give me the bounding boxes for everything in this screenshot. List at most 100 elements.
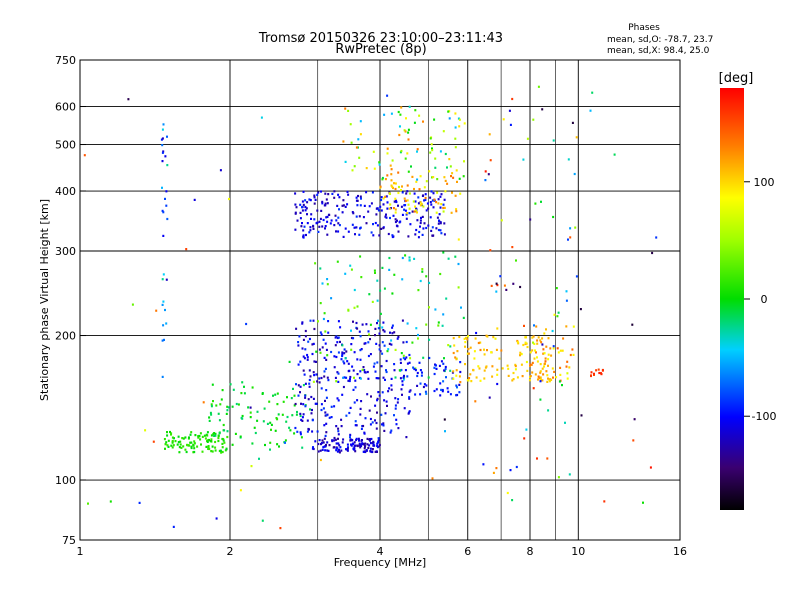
data-point xyxy=(190,446,193,450)
data-point xyxy=(433,366,436,369)
data-point xyxy=(199,438,202,441)
data-point xyxy=(173,437,175,440)
data-point xyxy=(475,331,478,335)
data-point xyxy=(323,356,326,359)
data-point xyxy=(310,395,313,399)
data-point xyxy=(381,341,384,344)
data-point xyxy=(402,354,405,357)
data-point xyxy=(222,423,225,427)
data-point xyxy=(266,422,269,425)
data-point xyxy=(341,204,344,207)
data-point xyxy=(374,419,376,422)
data-point xyxy=(378,161,381,164)
data-point xyxy=(319,351,322,354)
data-point xyxy=(422,356,425,359)
y-tick-label: 400 xyxy=(55,185,76,198)
data-point xyxy=(540,341,543,344)
data-point xyxy=(559,373,562,376)
data-point xyxy=(211,445,214,448)
data-point xyxy=(529,364,531,367)
data-point xyxy=(407,131,410,134)
data-point xyxy=(562,337,565,340)
data-point xyxy=(337,380,340,383)
data-point xyxy=(431,147,433,150)
data-point xyxy=(405,356,408,359)
data-point xyxy=(308,382,311,385)
data-point xyxy=(532,335,535,338)
data-point xyxy=(416,178,419,181)
data-point xyxy=(400,189,402,192)
data-point xyxy=(390,377,393,380)
y-tick-label: 200 xyxy=(55,330,76,343)
data-point xyxy=(359,413,362,416)
data-point xyxy=(323,437,326,440)
data-point xyxy=(330,350,333,354)
data-point xyxy=(302,413,305,416)
data-point xyxy=(462,316,465,319)
data-point xyxy=(189,433,192,436)
data-point xyxy=(328,444,331,447)
data-point xyxy=(454,137,457,140)
data-point xyxy=(354,450,357,453)
data-point xyxy=(310,217,312,220)
data-point xyxy=(403,407,406,410)
data-point xyxy=(378,332,381,335)
data-point xyxy=(434,166,437,169)
data-point xyxy=(565,365,568,368)
data-point xyxy=(385,216,388,219)
data-point xyxy=(386,350,389,353)
data-point xyxy=(324,434,327,437)
data-point xyxy=(164,197,166,200)
data-point xyxy=(496,327,499,330)
data-point xyxy=(337,193,340,196)
data-point xyxy=(421,233,424,236)
data-point xyxy=(389,192,391,195)
data-point xyxy=(353,288,356,292)
data-point xyxy=(306,430,309,433)
data-point xyxy=(300,402,302,405)
data-point xyxy=(541,108,544,111)
data-point xyxy=(393,363,396,366)
data-point xyxy=(483,377,486,380)
data-point xyxy=(346,360,349,363)
data-point xyxy=(418,114,421,117)
data-point xyxy=(325,216,328,219)
data-point xyxy=(408,212,411,215)
data-point xyxy=(536,457,538,460)
data-point xyxy=(296,219,299,222)
data-point xyxy=(210,450,213,453)
data-point xyxy=(566,377,569,380)
data-point xyxy=(394,404,397,407)
data-point xyxy=(452,176,455,179)
data-point xyxy=(338,451,341,454)
data-point xyxy=(344,272,347,275)
data-point xyxy=(499,275,502,278)
data-point xyxy=(430,203,433,206)
data-point xyxy=(300,225,303,228)
data-point xyxy=(423,222,426,225)
data-point xyxy=(433,389,436,393)
data-point xyxy=(401,278,404,281)
data-point xyxy=(464,345,466,348)
data-point xyxy=(401,256,404,260)
data-point xyxy=(305,233,307,237)
data-point xyxy=(318,225,321,228)
data-point xyxy=(374,370,377,373)
data-point xyxy=(373,269,376,272)
data-point xyxy=(249,406,252,409)
data-point xyxy=(400,205,403,208)
data-point xyxy=(328,213,331,216)
data-point xyxy=(565,290,568,293)
data-point xyxy=(314,198,317,201)
data-point xyxy=(464,341,467,344)
data-point xyxy=(320,333,323,336)
data-point xyxy=(323,424,326,427)
data-point xyxy=(295,383,297,386)
data-point xyxy=(416,211,418,214)
data-point xyxy=(165,322,168,325)
data-point xyxy=(289,429,292,432)
data-point xyxy=(155,309,158,312)
data-point xyxy=(375,342,378,345)
data-point xyxy=(460,306,462,309)
data-point xyxy=(274,429,277,432)
